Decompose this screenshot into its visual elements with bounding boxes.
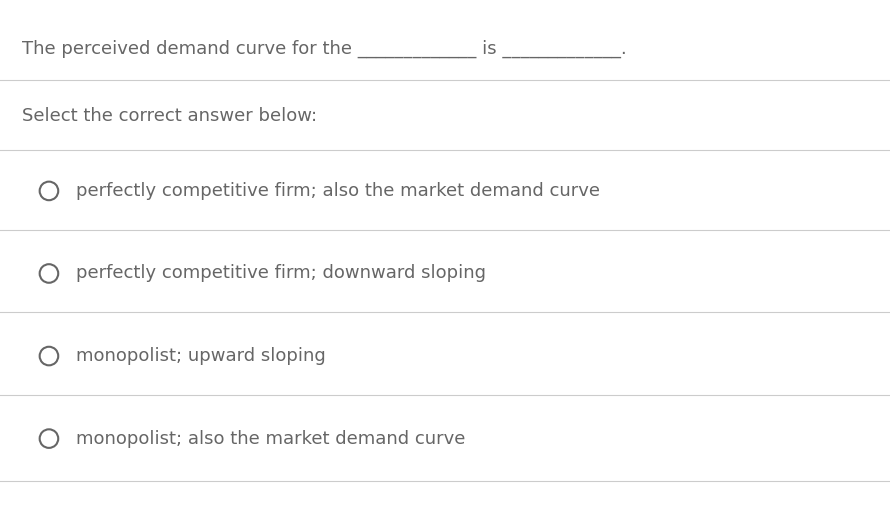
Text: Select the correct answer below:: Select the correct answer below: — [22, 107, 318, 125]
Text: perfectly competitive firm; downward sloping: perfectly competitive firm; downward slo… — [76, 265, 486, 282]
Text: monopolist; upward sloping: monopolist; upward sloping — [76, 347, 326, 365]
Text: The perceived demand curve for the _____________ is _____________.: The perceived demand curve for the _____… — [22, 40, 627, 58]
Text: monopolist; also the market demand curve: monopolist; also the market demand curve — [76, 430, 465, 447]
Text: perfectly competitive firm; also the market demand curve: perfectly competitive firm; also the mar… — [76, 182, 600, 200]
